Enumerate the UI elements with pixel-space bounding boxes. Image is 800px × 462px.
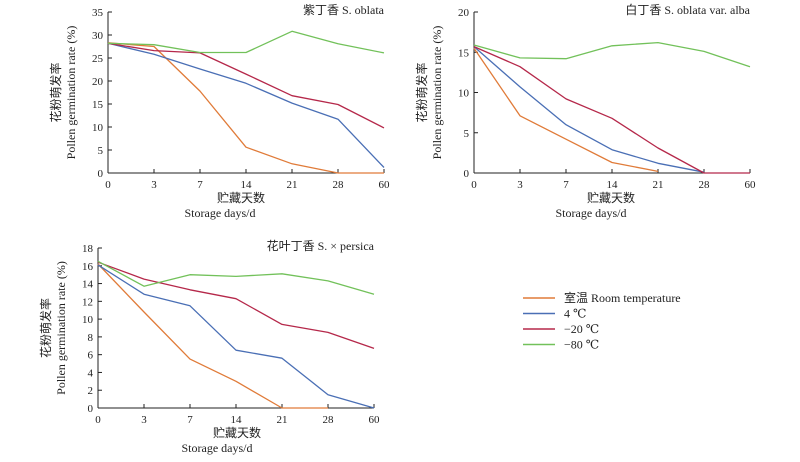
y-tick-label: 30 bbox=[92, 30, 104, 42]
y-tick-label: 15 bbox=[92, 99, 104, 111]
x-axis-label-en: Storage days/d bbox=[185, 206, 256, 220]
y-tick-label: 4 bbox=[88, 367, 94, 379]
x-tick-label: 3 bbox=[141, 414, 147, 426]
y-tick-label: 16 bbox=[82, 261, 94, 273]
series-line-2 bbox=[97, 264, 375, 409]
x-tick-label: 7 bbox=[187, 414, 193, 426]
y-tick-label: 0 bbox=[464, 168, 470, 180]
y-tick-label: 0 bbox=[88, 403, 94, 415]
series-line-2 bbox=[473, 46, 705, 173]
x-tick-label: 28 bbox=[699, 179, 711, 191]
x-axis-label-en: Storage days/d bbox=[182, 441, 253, 455]
y-tick-label: 10 bbox=[82, 314, 94, 326]
series-line-1 bbox=[97, 263, 328, 409]
y-axis-label-cn: 花粉萌发率 bbox=[414, 62, 429, 122]
y-tick-label: 6 bbox=[88, 350, 94, 362]
x-tick-label: 14 bbox=[231, 414, 243, 426]
y-tick-label: 20 bbox=[458, 7, 470, 19]
x-tick-label: 60 bbox=[369, 414, 381, 426]
x-tick-label: 0 bbox=[471, 179, 477, 191]
y-tick-label: 10 bbox=[92, 122, 104, 134]
y-tick-label: 15 bbox=[458, 47, 470, 59]
series-line-3 bbox=[107, 42, 385, 129]
series-line-4 bbox=[97, 260, 375, 295]
y-tick-label: 8 bbox=[88, 332, 94, 344]
y-tick-label: 14 bbox=[82, 279, 94, 291]
x-axis-label-cn: 贮藏天数 bbox=[587, 190, 635, 205]
series-line-4 bbox=[473, 41, 751, 68]
x-tick-label: 7 bbox=[563, 179, 569, 191]
series-line-3 bbox=[97, 261, 375, 350]
y-axis-label-cn: 花粉萌发率 bbox=[48, 62, 63, 122]
series-line-1 bbox=[107, 42, 384, 174]
x-axis-label-cn: 贮藏天数 bbox=[217, 190, 265, 205]
y-tick-label: 12 bbox=[82, 296, 93, 308]
y-tick-label: 2 bbox=[88, 385, 94, 397]
x-tick-label: 7 bbox=[197, 179, 203, 191]
x-tick-label: 14 bbox=[607, 179, 619, 191]
y-tick-label: 5 bbox=[98, 145, 104, 157]
y-tick-label: 5 bbox=[464, 128, 470, 140]
x-axis-label-cn: 贮藏天数 bbox=[213, 425, 261, 440]
y-tick-label: 35 bbox=[92, 7, 104, 19]
x-axis-label-en: Storage days/d bbox=[556, 206, 627, 220]
x-tick-label: 60 bbox=[379, 179, 391, 191]
y-tick-label: 10 bbox=[458, 88, 470, 100]
chart-title: 白丁香 S. oblata var. alba bbox=[625, 2, 750, 17]
chart-title: 花叶丁香 S. × persica bbox=[267, 238, 375, 253]
x-tick-label: 0 bbox=[105, 179, 111, 191]
y-axis-label-en: Pollen germination rate (%) bbox=[430, 26, 444, 160]
x-tick-label: 21 bbox=[653, 179, 664, 191]
y-tick-label: 25 bbox=[92, 53, 104, 65]
x-tick-label: 21 bbox=[277, 414, 288, 426]
y-axis-label-en: Pollen germination rate (%) bbox=[64, 26, 78, 160]
legend-label: 4 ℃ bbox=[564, 307, 586, 321]
legend: 室温 Room temperature 4 ℃−20 ℃ −80 ℃ bbox=[523, 290, 681, 352]
x-tick-label: 28 bbox=[323, 414, 335, 426]
y-tick-label: 0 bbox=[98, 168, 104, 180]
series-line-3 bbox=[473, 46, 750, 174]
series-line-1 bbox=[473, 47, 659, 173]
legend-label: −20 ℃ bbox=[564, 322, 599, 336]
series-line-4 bbox=[107, 30, 385, 54]
x-tick-label: 3 bbox=[517, 179, 523, 191]
legend-label: −80 ℃ bbox=[564, 338, 599, 352]
legend-label: 室温 Room temperature bbox=[564, 290, 681, 305]
x-tick-label: 0 bbox=[95, 414, 101, 426]
x-tick-label: 21 bbox=[287, 179, 298, 191]
x-tick-label: 60 bbox=[745, 179, 757, 191]
y-axis-label-en: Pollen germination rate (%) bbox=[54, 261, 68, 395]
x-tick-label: 14 bbox=[241, 179, 253, 191]
x-tick-label: 3 bbox=[151, 179, 157, 191]
chart-title: 紫丁香 S. oblata bbox=[303, 3, 385, 17]
y-tick-label: 18 bbox=[82, 243, 94, 255]
series-line-2 bbox=[107, 42, 385, 168]
y-axis-label-cn: 花粉萌发率 bbox=[38, 298, 53, 358]
x-tick-label: 28 bbox=[333, 179, 345, 191]
y-tick-label: 20 bbox=[92, 76, 104, 88]
